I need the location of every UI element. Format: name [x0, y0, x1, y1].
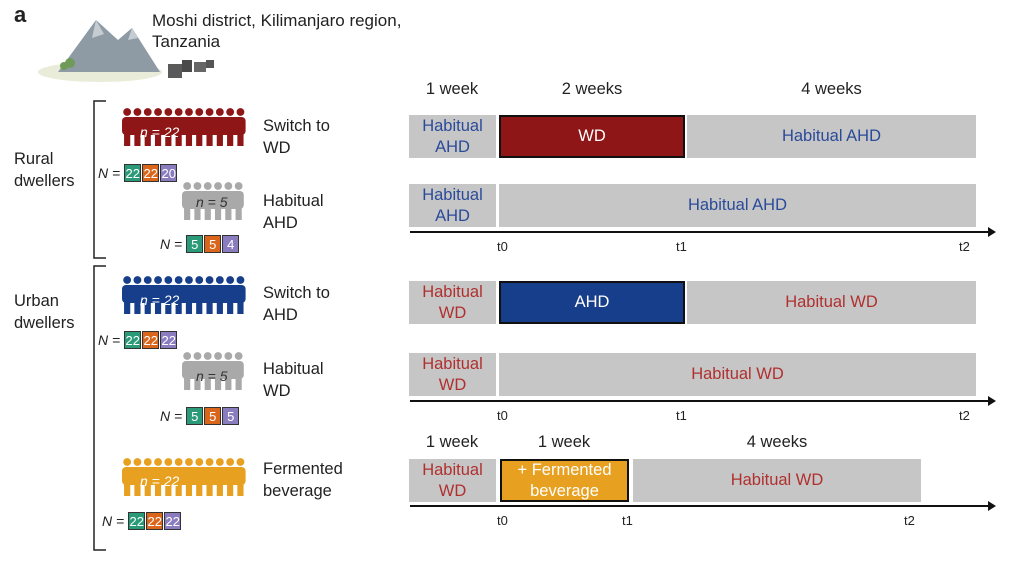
- count-box-orange: 5: [204, 235, 222, 253]
- arm-label-line: AHD: [263, 214, 298, 232]
- count-box-orange: 22: [142, 331, 160, 349]
- arm-label-line: Habitual: [263, 360, 324, 378]
- bar-fermented-beverage: + Fermented beverage: [500, 459, 629, 502]
- col-header-1week: 1 week: [425, 80, 479, 98]
- rural-bracket: [93, 100, 106, 259]
- tick-t2: t2: [959, 408, 970, 423]
- count-box-green: 5: [186, 407, 204, 425]
- count-box-green: 22: [124, 164, 142, 182]
- panel-letter: a: [14, 2, 27, 27]
- timeline-axis-bottom: [410, 501, 996, 511]
- arm-label-line: beverage: [263, 482, 332, 500]
- location-line-2: Tanzania: [152, 32, 221, 51]
- arm-label-line: Habitual: [263, 192, 324, 210]
- location-label: Moshi district, Kilimanjaro region, Tanz…: [152, 10, 401, 52]
- urban-bracket: [93, 265, 106, 551]
- tick-t0: t0: [497, 408, 508, 423]
- tick-t1: t1: [676, 239, 687, 254]
- n-counts-fermented: N = 22 22 22: [102, 512, 182, 530]
- tick-t0: t0: [497, 513, 508, 528]
- bar-fermented-habitual-wd-end: Habitual WD: [633, 459, 921, 502]
- n-counts-rural-switch: N = 22 22 20: [98, 164, 178, 182]
- n-counts-label: N =: [102, 513, 125, 529]
- bar-urban-switch-ahd: AHD: [499, 281, 685, 324]
- arm-label-line: Fermented: [263, 460, 343, 478]
- bar-urban-switch-habitual-wd: Habitual WD: [409, 281, 496, 324]
- bar-fermented-habitual-wd: Habitual WD: [409, 459, 496, 502]
- col-header-1week-c: 1 week: [537, 433, 591, 451]
- bar-urban-switch-habitual-wd-end: Habitual WD: [687, 281, 976, 324]
- people-fermented: [122, 458, 246, 496]
- col-header-1week-b: 1 week: [425, 433, 479, 451]
- bar-rural-habitual-ahd-2: Habitual AHD: [499, 184, 976, 227]
- arm-label-rural-habitual: Habitual AHD: [263, 190, 324, 234]
- tick-t1: t1: [622, 513, 633, 528]
- mountain-icon: [38, 20, 214, 82]
- count-box-orange: 5: [204, 407, 222, 425]
- tick-t2: t2: [904, 513, 915, 528]
- col-header-4weeks: 4 weeks: [801, 80, 862, 98]
- n-counts-label: N =: [160, 408, 183, 424]
- people-urban-switch: [122, 276, 246, 314]
- timeline-axis-top: [410, 227, 996, 237]
- n-counts-label: N =: [98, 165, 121, 181]
- people-rural-habitual: [182, 182, 244, 220]
- tick-t2: t2: [959, 239, 970, 254]
- n-label-urban-habitual: n = 5: [196, 368, 228, 384]
- count-box-orange: 22: [142, 164, 160, 182]
- arm-label-urban-switch: Switch to AHD: [263, 282, 330, 326]
- n-label-urban-switch: n = 22: [140, 292, 180, 308]
- group-label-urban-text: Urban dwellers: [14, 292, 75, 332]
- n-counts-urban-switch: N = 22 22 22: [98, 331, 178, 349]
- count-box-orange: 22: [146, 512, 164, 530]
- count-box-purple: 22: [164, 512, 182, 530]
- n-counts-rural-habitual: N = 5 5 4: [160, 235, 240, 253]
- people-rural-switch: [122, 108, 246, 146]
- bar-rural-switch-wd: WD: [499, 115, 685, 158]
- n-label-fermented: n = 22: [140, 473, 180, 489]
- group-label-rural: Rural dwellers: [14, 148, 75, 192]
- arm-label-line: WD: [263, 382, 291, 400]
- n-label-rural-switch: n = 22: [140, 124, 180, 140]
- arm-label-line: Switch to: [263, 117, 330, 135]
- bar-rural-habitual-ahd-1: Habitual AHD: [409, 184, 496, 227]
- bar-urban-habitual-wd-1: Habitual WD: [409, 353, 496, 396]
- count-box-purple: 5: [222, 407, 240, 425]
- bar-rural-switch-habitual-ahd-end: Habitual AHD: [687, 115, 976, 158]
- count-box-green: 5: [186, 235, 204, 253]
- bar-rural-switch-habitual-ahd: Habitual AHD: [409, 115, 496, 158]
- n-label-rural-habitual: n = 5: [196, 194, 228, 210]
- arm-label-fermented: Fermented beverage: [263, 458, 343, 502]
- count-box-purple: 4: [222, 235, 240, 253]
- count-box-purple: 20: [160, 164, 178, 182]
- location-line-1: Moshi district, Kilimanjaro region,: [152, 11, 402, 30]
- arm-label-line: Switch to: [263, 284, 330, 302]
- tick-t0: t0: [497, 239, 508, 254]
- arm-label-rural-switch: Switch to WD: [263, 115, 330, 159]
- count-box-green: 22: [124, 331, 142, 349]
- arm-label-line: AHD: [263, 306, 298, 324]
- col-header-2weeks: 2 weeks: [561, 80, 623, 98]
- tick-t1: t1: [676, 408, 687, 423]
- count-box-green: 22: [128, 512, 146, 530]
- group-label-rural-text: Rural dwellers: [14, 150, 75, 190]
- count-box-purple: 22: [160, 331, 178, 349]
- arm-label-line: WD: [263, 139, 291, 157]
- col-header-4weeks-b: 4 weeks: [746, 433, 808, 451]
- n-counts-label: N =: [160, 236, 183, 252]
- n-counts-label: N =: [98, 332, 121, 348]
- timeline-axis-mid: [410, 396, 996, 406]
- arm-label-urban-habitual: Habitual WD: [263, 358, 324, 402]
- n-counts-urban-habitual: N = 5 5 5: [160, 407, 240, 425]
- bar-urban-habitual-wd-2: Habitual WD: [499, 353, 976, 396]
- group-label-urban: Urban dwellers: [14, 290, 75, 334]
- people-urban-habitual: [182, 352, 244, 390]
